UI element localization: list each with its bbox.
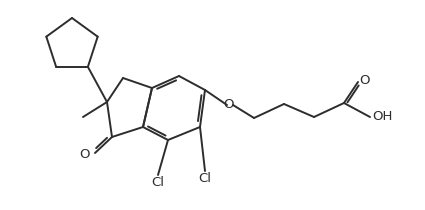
Text: O: O bbox=[79, 148, 90, 161]
Text: Cl: Cl bbox=[198, 172, 212, 185]
Text: O: O bbox=[223, 98, 233, 112]
Text: Cl: Cl bbox=[151, 176, 164, 189]
Text: O: O bbox=[359, 74, 369, 87]
Text: OH: OH bbox=[372, 110, 392, 123]
